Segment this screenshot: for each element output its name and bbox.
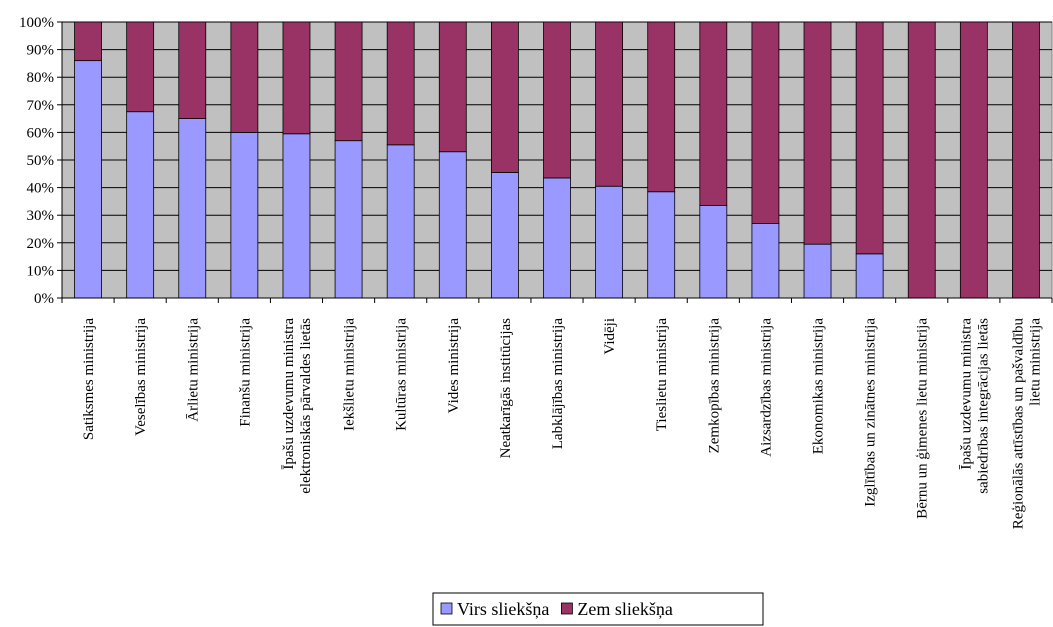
bar-zem-17 [960, 22, 987, 298]
bar-zem-12 [700, 22, 727, 206]
y-tick-label: 60% [27, 125, 55, 141]
x-tick-label-line: Labklājības ministrija [550, 318, 566, 450]
bar-zem-0 [75, 22, 102, 61]
x-tick-label-line: Vides ministrija [446, 318, 462, 414]
x-tick-label: Neatkarīgās institūcijas [498, 318, 514, 459]
x-tick-label: Izglītības un zinātnes ministrija [863, 318, 879, 507]
bar-virs-11 [648, 192, 675, 298]
bar-virs-1 [127, 112, 154, 298]
x-tick-label-line: lietu ministrija [1027, 318, 1043, 406]
x-tick-label: Reģionālās attīstības un pašvaldībulietu… [1010, 318, 1043, 530]
legend-label-0: Virs sliekšņa [457, 599, 549, 619]
bar-zem-7 [439, 22, 466, 152]
x-tick-label-line: Kultūras ministrija [394, 318, 410, 431]
x-tick-label-line: Ārlietu ministrija [185, 318, 201, 422]
x-tick-label: Satiksmes ministrija [81, 318, 97, 440]
bar-zem-18 [1012, 22, 1039, 298]
x-tick-label: Īpašu uzdevumu ministrasabiedrības integ… [958, 318, 991, 494]
bar-virs-7 [439, 152, 466, 298]
y-tick-label: 70% [27, 98, 55, 114]
bar-zem-9 [544, 22, 571, 178]
y-tick-label: 30% [27, 208, 55, 224]
y-axis: 0% 10% 20% 30% 40% 50% 60% 70% 80% 90% 100% [19, 15, 62, 307]
x-tick-label: Bērnu un ģimenes lietu ministrija [915, 318, 931, 519]
y-tick-label: 100% [19, 15, 54, 31]
x-tick-label: Vides ministrija [446, 318, 462, 414]
x-tick-label: Īpašu uzdevumu ministraelektroniskās pār… [281, 318, 314, 494]
x-tick-label: Zemkopības ministrija [706, 318, 722, 454]
x-tick-label-line: Ekonomikas ministrija [811, 318, 827, 455]
x-tick-label-line: Neatkarīgās institūcijas [498, 318, 514, 459]
x-tick-label: Vidēji [602, 318, 618, 355]
x-tick-label-line: Satiksmes ministrija [81, 318, 97, 440]
bar-virs-9 [544, 178, 571, 298]
bar-zem-11 [648, 22, 675, 192]
x-tick-label-line: Vidēji [602, 318, 618, 355]
bar-virs-13 [752, 223, 779, 298]
x-tick-label-line: Bērnu un ģimenes lietu ministrija [915, 318, 931, 519]
y-tick-label: 80% [27, 70, 55, 86]
bar-virs-4 [283, 134, 310, 298]
bar-virs-0 [75, 61, 102, 298]
bar-zem-1 [127, 22, 154, 112]
x-tick-label-line: Reģionālās attīstības un pašvaldību [1010, 318, 1026, 530]
y-tick-label: 90% [27, 43, 55, 59]
legend-label-1: Zem sliekšņa [577, 599, 672, 619]
x-tick-label-line: elektroniskās pārvaldes lietās [298, 318, 314, 494]
bar-zem-15 [856, 22, 883, 254]
bar-zem-6 [387, 22, 414, 145]
bar-virs-3 [231, 132, 258, 298]
bar-zem-2 [179, 22, 206, 119]
x-tick-label-line: Veselības ministrija [133, 318, 149, 436]
plot-area [62, 22, 1052, 298]
x-tick-label: Kultūras ministrija [394, 318, 410, 431]
x-tick-label: Veselības ministrija [133, 318, 149, 436]
bar-zem-4 [283, 22, 310, 134]
legend-swatch-1 [561, 603, 572, 614]
bar-virs-2 [179, 119, 206, 298]
x-axis: Satiksmes ministrija Veselības ministrija… [62, 298, 1052, 529]
bar-virs-6 [387, 145, 414, 298]
x-tick-label: Ārlietu ministrija [185, 318, 201, 422]
x-tick-label: Iekšlietu ministrija [342, 318, 358, 431]
y-tick-label: 20% [27, 236, 55, 252]
x-tick-label: Tieslietu ministrija [654, 318, 670, 432]
y-tick-label: 40% [27, 181, 55, 197]
x-tick-label-line: Īpašu uzdevumu ministra [958, 318, 974, 470]
x-tick-label-line: Izglītības un zinātnes ministrija [863, 318, 879, 507]
bar-virs-15 [856, 254, 883, 298]
x-tick-label: Finanšu ministrija [237, 318, 253, 427]
x-tick-label: Ekonomikas ministrija [811, 318, 827, 455]
bar-zem-13 [752, 22, 779, 223]
y-tick-label: 10% [27, 263, 55, 279]
bar-zem-16 [908, 22, 935, 298]
y-tick-label: 50% [27, 153, 55, 169]
bar-zem-3 [231, 22, 258, 132]
legend-swatch-0 [441, 603, 452, 614]
bar-virs-8 [491, 172, 518, 298]
legend: Virs sliekšņa Zem sliekšņa [433, 593, 763, 625]
bar-zem-10 [596, 22, 623, 186]
x-tick-label-line: Tieslietu ministrija [654, 318, 670, 432]
bar-virs-14 [804, 244, 831, 298]
x-tick-label-line: Aizsardzības ministrija [758, 318, 774, 457]
bar-virs-10 [596, 186, 623, 298]
x-tick-label-line: sabiedrības integrācijas lietās [975, 318, 991, 494]
bar-zem-5 [335, 22, 362, 141]
x-tick-label-line: Finanšu ministrija [237, 318, 253, 427]
bar-zem-8 [491, 22, 518, 172]
x-tick-label-line: Iekšlietu ministrija [342, 318, 358, 431]
y-tick-label: 0% [34, 291, 54, 307]
bar-zem-14 [804, 22, 831, 244]
x-tick-label-line: Īpašu uzdevumu ministra [281, 318, 297, 470]
x-tick-label: Aizsardzības ministrija [758, 318, 774, 457]
bar-virs-12 [700, 206, 727, 298]
x-tick-label-line: Zemkopības ministrija [706, 318, 722, 454]
bar-virs-5 [335, 141, 362, 298]
x-tick-label: Labklājības ministrija [550, 318, 566, 450]
